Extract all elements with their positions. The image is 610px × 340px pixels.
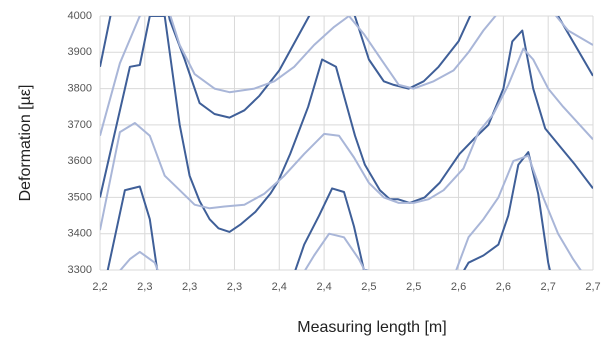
x-tick-label: 2,2: [92, 281, 107, 293]
x-tick-label: 2,6: [496, 281, 511, 293]
x-tick-label: 2,5: [361, 281, 376, 293]
y-tick-label: 4000: [68, 10, 92, 22]
series-line: [119, 154, 582, 270]
y-tick-label: 3900: [68, 46, 92, 58]
y-tick-label: 3800: [68, 82, 92, 94]
x-tick-label: 2,5: [406, 281, 421, 293]
y-tick-label: 3600: [68, 155, 92, 167]
series-line: [100, 16, 593, 119]
series-line: [100, 16, 593, 233]
x-tick-label: 2,3: [227, 281, 242, 293]
series-line: [100, 47, 593, 231]
x-tick-label: 2,4: [272, 281, 287, 293]
tick-labels: 3300 3400 3500 3600 3700 3800 3900 4000 2,2 2,3 2,…: [68, 10, 601, 293]
x-tick-label: 2,7: [585, 281, 600, 293]
y-tick-label: 3500: [68, 191, 92, 203]
x-tick-label: 2,3: [182, 281, 197, 293]
y-tick-label: 3400: [68, 228, 92, 240]
series-line: [100, 16, 593, 136]
y-axis-title: Deformation [µε]: [17, 85, 34, 202]
x-tick-label: 2,4: [316, 281, 331, 293]
x-tick-label: 2,6: [451, 281, 466, 293]
x-tick-label: 2,3: [137, 281, 152, 293]
x-tick-label: 2,7: [541, 281, 556, 293]
grid: [99, 15, 594, 271]
x-axis-title: Measuring length [m]: [297, 319, 446, 336]
y-tick-label: 3700: [68, 119, 92, 131]
plot-area: [100, 16, 593, 270]
y-tick-label: 3300: [68, 264, 92, 276]
